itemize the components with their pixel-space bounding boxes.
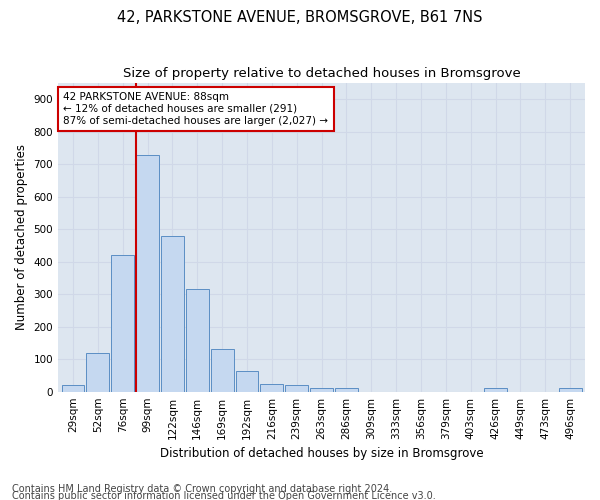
Title: Size of property relative to detached houses in Bromsgrove: Size of property relative to detached ho… (122, 68, 520, 80)
Bar (285, 385, 308, 392)
Text: Contains public sector information licensed under the Open Government Licence v3: Contains public sector information licen… (12, 491, 436, 500)
Bar (161, 236, 184, 392)
Text: Contains HM Land Registry data © Crown copyright and database right 2024.: Contains HM Land Registry data © Crown c… (12, 484, 392, 494)
Text: 42 PARKSTONE AVENUE: 88sqm
← 12% of detached houses are smaller (291)
87% of sem: 42 PARKSTONE AVENUE: 88sqm ← 12% of deta… (64, 92, 328, 126)
Bar (559, 388, 581, 392)
Bar (236, 370, 259, 392)
Bar (62, 385, 85, 392)
Bar (86, 352, 109, 392)
Bar (136, 154, 159, 392)
Bar (211, 350, 233, 392)
Bar (260, 384, 283, 392)
Bar (186, 290, 209, 392)
Text: 42, PARKSTONE AVENUE, BROMSGROVE, B61 7NS: 42, PARKSTONE AVENUE, BROMSGROVE, B61 7N… (117, 10, 483, 25)
Bar (335, 388, 358, 392)
Bar (310, 388, 333, 392)
Y-axis label: Number of detached properties: Number of detached properties (15, 144, 28, 330)
Bar (484, 388, 507, 392)
X-axis label: Distribution of detached houses by size in Bromsgrove: Distribution of detached houses by size … (160, 447, 484, 460)
Bar (111, 255, 134, 392)
